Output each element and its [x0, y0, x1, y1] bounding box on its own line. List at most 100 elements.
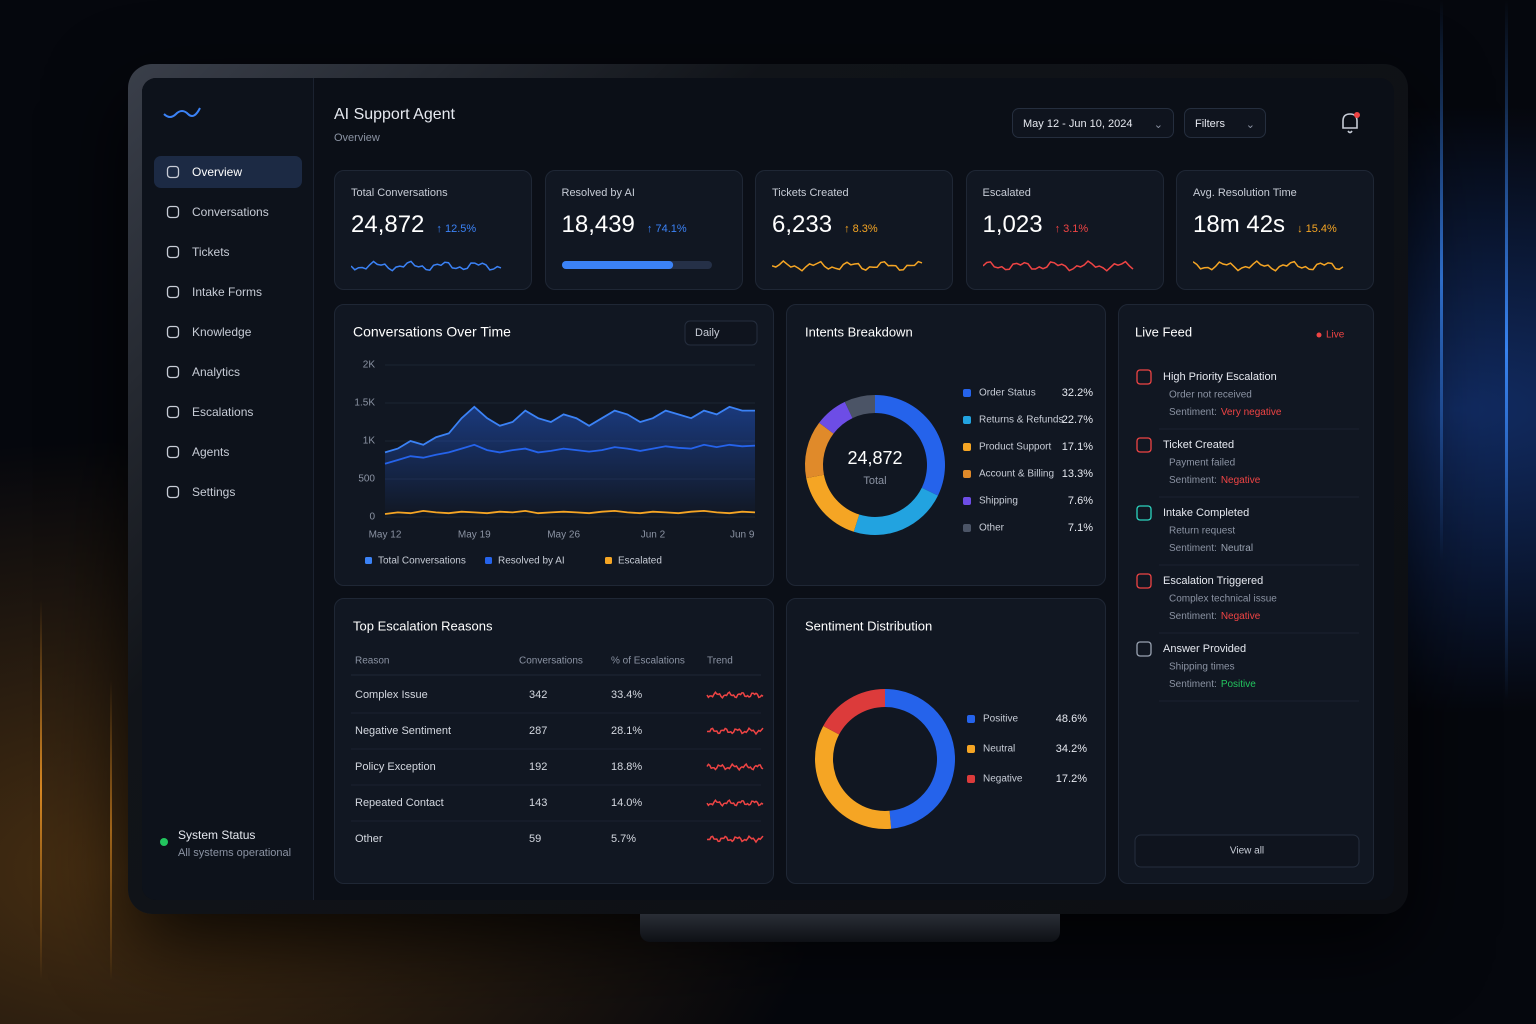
nav-item[interactable]: Escalations: [154, 396, 302, 428]
y-tick-label: 500: [358, 474, 375, 485]
y-tick-label: 1K: [363, 436, 376, 447]
icon-shape: [166, 365, 180, 379]
sentiment-label: Sentiment:: [1169, 679, 1217, 690]
kpi-value: 1,023: [982, 211, 1043, 238]
icon-shape: [166, 485, 180, 499]
column-header: Trend: [707, 656, 733, 667]
sentiment-label: Sentiment:: [1169, 475, 1217, 486]
feed-item-title: Answer Provided: [1163, 643, 1246, 655]
nav-item[interactable]: Agents: [154, 436, 302, 468]
sparkline: [706, 691, 764, 699]
sparkline: [706, 834, 764, 844]
logo: [163, 107, 201, 118]
line-chart: Conversations Over Time Daily 0 500 1K 1.5K 2K…: [353, 320, 758, 567]
sentiment-chart: Sentiment Distribution Positive 48.6% Neutr…: [805, 618, 1087, 830]
kpi-card: Avg. Resolution Time 18m 42s ↓ 15.4%: [1176, 170, 1374, 290]
nav-label: Intake Forms: [192, 285, 263, 299]
feed-icon: [1136, 437, 1152, 453]
legend-value: 22.7%: [1062, 414, 1093, 426]
legend-value: 7.6%: [1068, 495, 1093, 507]
icon-shape: [166, 405, 180, 419]
donut-segment: [819, 401, 853, 434]
donut-segment: [806, 474, 860, 532]
legend-label: Negative: [983, 774, 1023, 785]
system-status: System Status All systems operational: [160, 828, 291, 859]
feed-title: Live Feed: [1135, 324, 1192, 339]
sentiment-value: Negative: [1221, 475, 1261, 486]
live-dot: [1316, 332, 1322, 338]
date-range[interactable]: May 12 - Jun 10, 2024 ⌄: [1012, 108, 1174, 138]
nav-icon: [166, 325, 180, 339]
monitor-stand: [640, 914, 1060, 942]
feed-item-detail: Complex technical issue: [1169, 594, 1277, 605]
progress-bar: [561, 261, 673, 269]
sentiment-value: Very negative: [1221, 407, 1282, 418]
feed-sentiment: Sentiment: Negative: [1169, 611, 1261, 622]
kpi-visual: [1192, 260, 1344, 272]
legend-value: 17.1%: [1062, 441, 1093, 453]
legend-swatch: [963, 443, 971, 451]
feed-item-title: Ticket Created: [1163, 439, 1234, 451]
sentiment-card: Sentiment Distribution Positive 48.6% Neutr…: [786, 598, 1106, 884]
legend-value: 34.2%: [1056, 743, 1087, 755]
y-tick-label: 2K: [363, 360, 376, 371]
nav-item[interactable]: Conversations: [154, 196, 302, 228]
cell: 342: [529, 689, 547, 701]
center-label: Total: [863, 475, 886, 487]
center-value: 24,872: [847, 448, 902, 468]
nav-item[interactable]: Overview: [154, 156, 302, 188]
sentiment-label: Sentiment:: [1169, 611, 1217, 622]
kpi-card: Resolved by AI 18,439 ↑ 74.1%: [544, 170, 743, 290]
donut-segment: [814, 726, 892, 830]
line: [384, 443, 756, 465]
legend-label: Total Conversations: [378, 556, 466, 567]
nav-item[interactable]: Tickets: [154, 236, 302, 268]
sentiment-value: Positive: [1221, 679, 1256, 690]
live-feed-card: Live Feed Live High Priority Escalation Ord…: [1118, 304, 1374, 884]
feed-item-detail: Order not received: [1169, 390, 1252, 401]
nav-item[interactable]: Knowledge: [154, 316, 302, 348]
feed-item-detail: Payment failed: [1169, 458, 1235, 469]
view-all-button[interactable]: View all: [1134, 834, 1360, 868]
feed-icon: [1136, 573, 1152, 589]
donut-segment: [875, 395, 946, 496]
icon-shape: [166, 245, 180, 259]
legend-swatch: [967, 715, 975, 723]
legend-label: Account & Billing: [979, 469, 1054, 480]
nav-icon: [166, 445, 180, 459]
nav-label: Conversations: [192, 205, 269, 219]
button-label: View all: [1230, 846, 1264, 857]
cell: Repeated Contact: [355, 797, 444, 809]
nav-label: Settings: [192, 485, 236, 499]
y-tick-label: 1.5K: [354, 398, 375, 409]
sparkline: [981, 260, 1133, 272]
kpi-label: Escalated: [982, 187, 1031, 199]
feed-sentiment: Sentiment: Positive: [1169, 679, 1256, 690]
column-header: Conversations: [519, 656, 583, 667]
sparkline: [1192, 260, 1344, 272]
cell: 192: [529, 761, 547, 773]
kpi-value-row: 1,023 ↑ 3.1%: [983, 211, 1147, 239]
chart-title: Sentiment Distribution: [805, 618, 932, 633]
legend-swatch: [963, 470, 971, 478]
nav-label: Overview: [192, 165, 243, 179]
x-tick-label: May 12: [369, 530, 402, 541]
nav-item[interactable]: Analytics: [154, 356, 302, 388]
nav-item[interactable]: Intake Forms: [154, 276, 302, 308]
filters-button[interactable]: Filters ⌄: [1184, 108, 1266, 138]
monitor: Overview Conversations Tickets Intake Forms…: [128, 64, 1408, 914]
live-feed: Live Feed Live High Priority Escalation Ord…: [1134, 324, 1360, 868]
legend-swatch: [485, 557, 492, 564]
legend-value: 17.2%: [1056, 773, 1087, 785]
glow: [40, 600, 42, 980]
kpi-label: Avg. Resolution Time: [1193, 187, 1297, 199]
notification-bell[interactable]: [1338, 110, 1362, 136]
kpi-value-row: 24,872 ↑ 12.5%: [351, 211, 515, 239]
icon-shape: [166, 165, 180, 179]
date-range-text: May 12 - Jun 10, 2024: [1023, 118, 1133, 130]
column-header: Reason: [355, 656, 389, 667]
nav-item[interactable]: Settings: [154, 476, 302, 508]
interval-dropdown[interactable]: Daily: [684, 320, 758, 346]
kpi-label: Total Conversations: [351, 187, 448, 199]
legend-label: Shipping: [979, 496, 1018, 507]
